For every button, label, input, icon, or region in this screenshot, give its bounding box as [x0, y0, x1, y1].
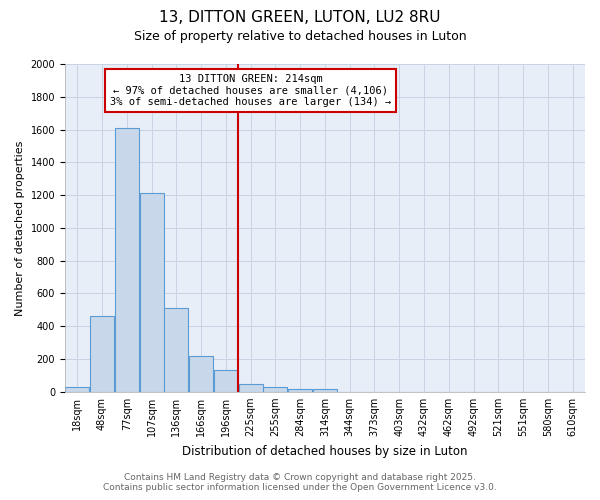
Bar: [239, 384, 263, 392]
Bar: [90, 316, 114, 392]
Text: 13, DITTON GREEN, LUTON, LU2 8RU: 13, DITTON GREEN, LUTON, LU2 8RU: [159, 10, 441, 25]
Bar: [140, 194, 164, 392]
Text: Contains HM Land Registry data © Crown copyright and database right 2025.
Contai: Contains HM Land Registry data © Crown c…: [103, 473, 497, 492]
Bar: [65, 387, 89, 392]
Text: 13 DITTON GREEN: 214sqm
← 97% of detached houses are smaller (4,106)
3% of semi-: 13 DITTON GREEN: 214sqm ← 97% of detache…: [110, 74, 391, 107]
Bar: [263, 387, 287, 392]
Bar: [115, 128, 139, 392]
Text: Size of property relative to detached houses in Luton: Size of property relative to detached ho…: [134, 30, 466, 43]
Bar: [214, 370, 238, 392]
Bar: [288, 388, 312, 392]
Bar: [189, 356, 213, 392]
X-axis label: Distribution of detached houses by size in Luton: Distribution of detached houses by size …: [182, 444, 468, 458]
Y-axis label: Number of detached properties: Number of detached properties: [15, 140, 25, 316]
Bar: [164, 308, 188, 392]
Bar: [313, 390, 337, 392]
